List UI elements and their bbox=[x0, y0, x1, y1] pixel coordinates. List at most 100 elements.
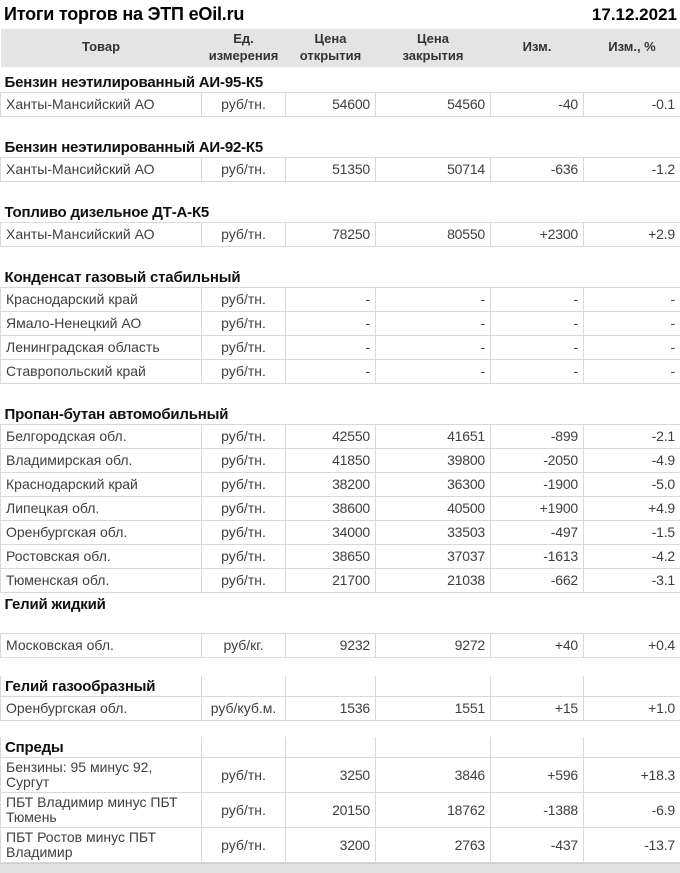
change-cell: +2300 bbox=[491, 223, 584, 247]
open-price-cell: 20150 bbox=[286, 793, 376, 828]
product-cell: Ханты-Мансийский АО bbox=[1, 93, 202, 117]
close-price-cell: 39800 bbox=[376, 449, 491, 473]
spacer-row bbox=[1, 614, 680, 634]
unit-cell: руб/тн. bbox=[202, 223, 286, 247]
unit-cell: руб/тн. bbox=[202, 545, 286, 569]
open-price-cell: 42550 bbox=[286, 425, 376, 449]
open-price-cell: 1536 bbox=[286, 697, 376, 721]
close-price-cell: 50714 bbox=[376, 158, 491, 182]
change-pct-cell: +1.0 bbox=[584, 697, 680, 721]
change-cell: -1613 bbox=[491, 545, 584, 569]
change-cell: -636 bbox=[491, 158, 584, 182]
open-price-cell: 38650 bbox=[286, 545, 376, 569]
spacer-cell bbox=[1, 658, 680, 676]
product-cell: Краснодарский край bbox=[1, 473, 202, 497]
footer-bar bbox=[0, 863, 680, 873]
spacer-row bbox=[1, 247, 680, 267]
product-cell: Владимирская обл. bbox=[1, 449, 202, 473]
section-heading-row: Пропан-бутан автомобильный bbox=[1, 404, 680, 425]
product-cell: Краснодарский край bbox=[1, 288, 202, 312]
open-price-cell: - bbox=[286, 360, 376, 384]
unit-cell: руб/тн. bbox=[202, 288, 286, 312]
open-price-cell: 21700 bbox=[286, 569, 376, 593]
title-bar: Итоги торгов на ЭТП eOil.ru 17.12.2021 bbox=[0, 0, 680, 29]
spacer-row bbox=[1, 384, 680, 404]
close-price-cell: 80550 bbox=[376, 223, 491, 247]
close-price-cell: 9272 bbox=[376, 634, 491, 658]
heading-cell bbox=[584, 676, 680, 697]
close-price-cell: 1551 bbox=[376, 697, 491, 721]
change-cell: +596 bbox=[491, 758, 584, 793]
change-cell: -1900 bbox=[491, 473, 584, 497]
change-cell: -1388 bbox=[491, 793, 584, 828]
open-price-cell: 78250 bbox=[286, 223, 376, 247]
unit-cell: руб/тн. bbox=[202, 336, 286, 360]
column-header-open-price: Цена открытия bbox=[286, 29, 376, 67]
column-header-label: Изм., % bbox=[608, 39, 656, 56]
open-price-cell: 54600 bbox=[286, 93, 376, 117]
section-heading-row: Конденсат газовый стабильный bbox=[1, 267, 680, 288]
spacer-row bbox=[1, 658, 680, 676]
column-header-close-price: Цена закрытия bbox=[376, 29, 491, 67]
open-price-cell: 51350 bbox=[286, 158, 376, 182]
close-price-cell: 2763 bbox=[376, 828, 491, 863]
close-price-cell: - bbox=[376, 360, 491, 384]
product-cell: Ханты-Мансийский АО bbox=[1, 158, 202, 182]
change-pct-cell: - bbox=[584, 288, 680, 312]
open-price-cell: - bbox=[286, 336, 376, 360]
open-price-cell: 3250 bbox=[286, 758, 376, 793]
report-date: 17.12.2021 bbox=[592, 5, 677, 25]
open-price-cell: 9232 bbox=[286, 634, 376, 658]
open-price-cell: - bbox=[286, 312, 376, 336]
close-price-cell: 40500 bbox=[376, 497, 491, 521]
change-pct-cell: +4.9 bbox=[584, 497, 680, 521]
product-cell: ПБТ Владимир минус ПБТ Тюмень bbox=[1, 793, 202, 828]
change-cell: +15 bbox=[491, 697, 584, 721]
product-cell: Ямало-Ненецкий АО bbox=[1, 312, 202, 336]
close-price-cell: 18762 bbox=[376, 793, 491, 828]
change-pct-cell: +18.3 bbox=[584, 758, 680, 793]
heading-cell bbox=[491, 737, 584, 758]
heading-cell bbox=[286, 676, 376, 697]
section-title: Бензин неэтилированный АИ-95-К5 bbox=[1, 72, 680, 93]
product-cell: Ставропольский край bbox=[1, 360, 202, 384]
section-title: Топливо дизельное ДТ-А-К5 bbox=[1, 202, 680, 223]
column-header-label: Изм. bbox=[523, 39, 552, 56]
close-price-cell: 54560 bbox=[376, 93, 491, 117]
unit-cell: руб/тн. bbox=[202, 473, 286, 497]
change-cell: -2050 bbox=[491, 449, 584, 473]
column-header-label: Цена открытия bbox=[295, 31, 367, 65]
open-price-cell: 38200 bbox=[286, 473, 376, 497]
close-price-cell: 41651 bbox=[376, 425, 491, 449]
close-price-cell: - bbox=[376, 336, 491, 360]
column-header-change-pct: Изм., % bbox=[584, 29, 680, 67]
close-price-cell: 3846 bbox=[376, 758, 491, 793]
change-pct-cell: -3.1 bbox=[584, 569, 680, 593]
close-price-cell: 21038 bbox=[376, 569, 491, 593]
close-price-cell: 36300 bbox=[376, 473, 491, 497]
heading-cell bbox=[376, 737, 491, 758]
change-cell: -437 bbox=[491, 828, 584, 863]
change-pct-cell: -2.1 bbox=[584, 425, 680, 449]
open-price-cell: 38600 bbox=[286, 497, 376, 521]
change-pct-cell: -5.0 bbox=[584, 473, 680, 497]
change-pct-cell: -4.9 bbox=[584, 449, 680, 473]
open-price-cell: 41850 bbox=[286, 449, 376, 473]
heading-cell bbox=[286, 737, 376, 758]
spacer-cell bbox=[1, 117, 680, 137]
section-title: Бензин неэтилированный АИ-92-К5 bbox=[1, 137, 680, 158]
change-cell: - bbox=[491, 288, 584, 312]
change-pct-cell: -6.9 bbox=[584, 793, 680, 828]
heading-cell bbox=[491, 676, 584, 697]
